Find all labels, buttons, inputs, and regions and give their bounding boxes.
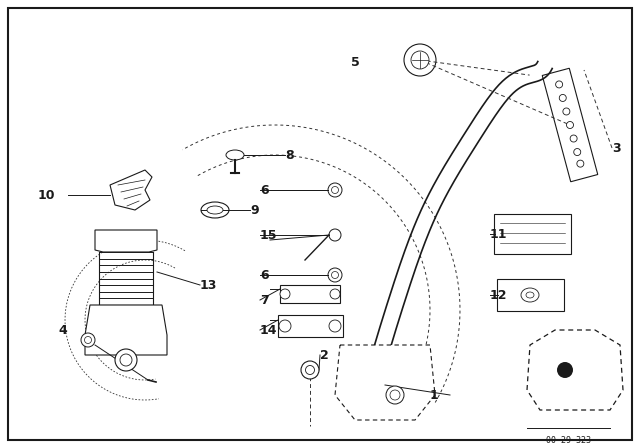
Text: 4: 4: [58, 323, 67, 336]
Ellipse shape: [328, 183, 342, 197]
Ellipse shape: [279, 320, 291, 332]
Text: 5: 5: [351, 56, 360, 69]
Text: 1: 1: [430, 388, 439, 401]
Text: 6: 6: [260, 184, 269, 197]
Text: 7: 7: [260, 293, 269, 306]
Ellipse shape: [332, 271, 339, 279]
Ellipse shape: [573, 149, 580, 155]
Text: 9: 9: [250, 203, 259, 216]
Ellipse shape: [207, 206, 223, 214]
Ellipse shape: [521, 288, 539, 302]
Ellipse shape: [115, 349, 137, 371]
Ellipse shape: [404, 44, 436, 76]
Ellipse shape: [570, 135, 577, 142]
Polygon shape: [110, 170, 152, 210]
Text: 10: 10: [38, 189, 56, 202]
Ellipse shape: [390, 390, 400, 400]
Ellipse shape: [330, 289, 340, 299]
FancyBboxPatch shape: [494, 214, 571, 254]
Polygon shape: [85, 305, 167, 355]
Text: 12: 12: [490, 289, 508, 302]
Ellipse shape: [411, 51, 429, 69]
Bar: [278, 315, 343, 337]
Text: 2: 2: [320, 349, 329, 362]
Ellipse shape: [305, 366, 314, 375]
Ellipse shape: [280, 289, 290, 299]
Polygon shape: [527, 330, 623, 410]
Ellipse shape: [566, 121, 573, 129]
Polygon shape: [335, 345, 435, 420]
Ellipse shape: [329, 320, 341, 332]
Ellipse shape: [563, 108, 570, 115]
Polygon shape: [542, 68, 598, 182]
Text: 15: 15: [260, 228, 278, 241]
Ellipse shape: [526, 292, 534, 298]
Text: 8: 8: [285, 148, 294, 161]
Ellipse shape: [556, 81, 563, 88]
Text: 11: 11: [490, 228, 508, 241]
Ellipse shape: [328, 268, 342, 282]
Ellipse shape: [577, 160, 584, 167]
Ellipse shape: [557, 362, 573, 378]
Ellipse shape: [332, 186, 339, 194]
Text: 13: 13: [200, 279, 218, 292]
Ellipse shape: [386, 386, 404, 404]
Ellipse shape: [559, 95, 566, 101]
Polygon shape: [95, 230, 157, 252]
Ellipse shape: [329, 229, 341, 241]
Ellipse shape: [226, 150, 244, 160]
Ellipse shape: [120, 354, 132, 366]
Text: 00 29 323: 00 29 323: [545, 435, 591, 444]
Text: 14: 14: [260, 323, 278, 336]
Text: 3: 3: [612, 142, 621, 155]
Ellipse shape: [201, 202, 229, 218]
Ellipse shape: [301, 361, 319, 379]
Ellipse shape: [81, 333, 95, 347]
FancyBboxPatch shape: [497, 279, 564, 311]
Text: 6: 6: [260, 268, 269, 281]
Ellipse shape: [84, 336, 92, 344]
Bar: [280, 285, 340, 303]
